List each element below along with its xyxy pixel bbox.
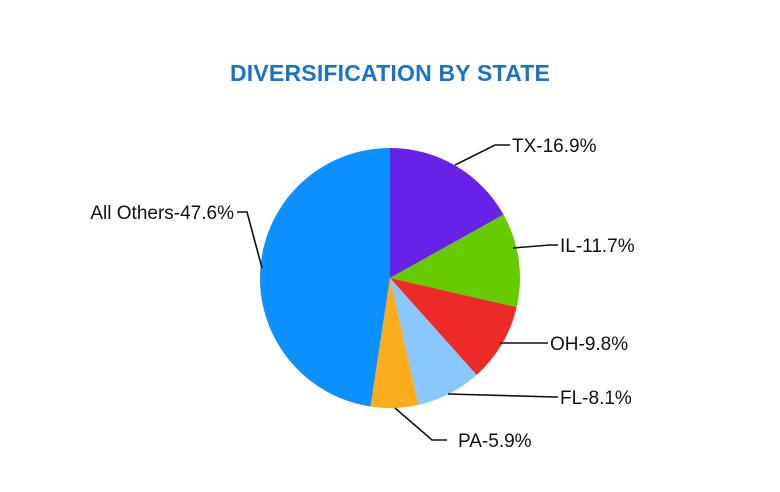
chart-title: DIVERSIFICATION BY STATE bbox=[229, 60, 550, 86]
leader-line bbox=[447, 393, 558, 398]
pie-slice-il bbox=[390, 214, 520, 308]
pie-slice-fl bbox=[390, 278, 477, 405]
pie-slice-oh bbox=[390, 278, 517, 375]
pie-slice-pa bbox=[370, 278, 419, 408]
slice-label: TX-16.9% bbox=[512, 136, 597, 157]
pie-slice-all-others bbox=[260, 148, 390, 407]
leader-line bbox=[237, 211, 263, 269]
slice-label: PA-5.9% bbox=[458, 431, 532, 452]
leader-line bbox=[454, 144, 510, 166]
leader-line bbox=[394, 407, 447, 441]
leader-line bbox=[512, 244, 558, 249]
pie-slice-tx bbox=[390, 148, 504, 278]
slice-label: OH-9.8% bbox=[550, 334, 628, 355]
slice-label: FL-8.1% bbox=[560, 388, 632, 409]
slice-label: IL-11.7% bbox=[560, 236, 635, 257]
slice-label: All Others-47.6% bbox=[90, 203, 234, 224]
